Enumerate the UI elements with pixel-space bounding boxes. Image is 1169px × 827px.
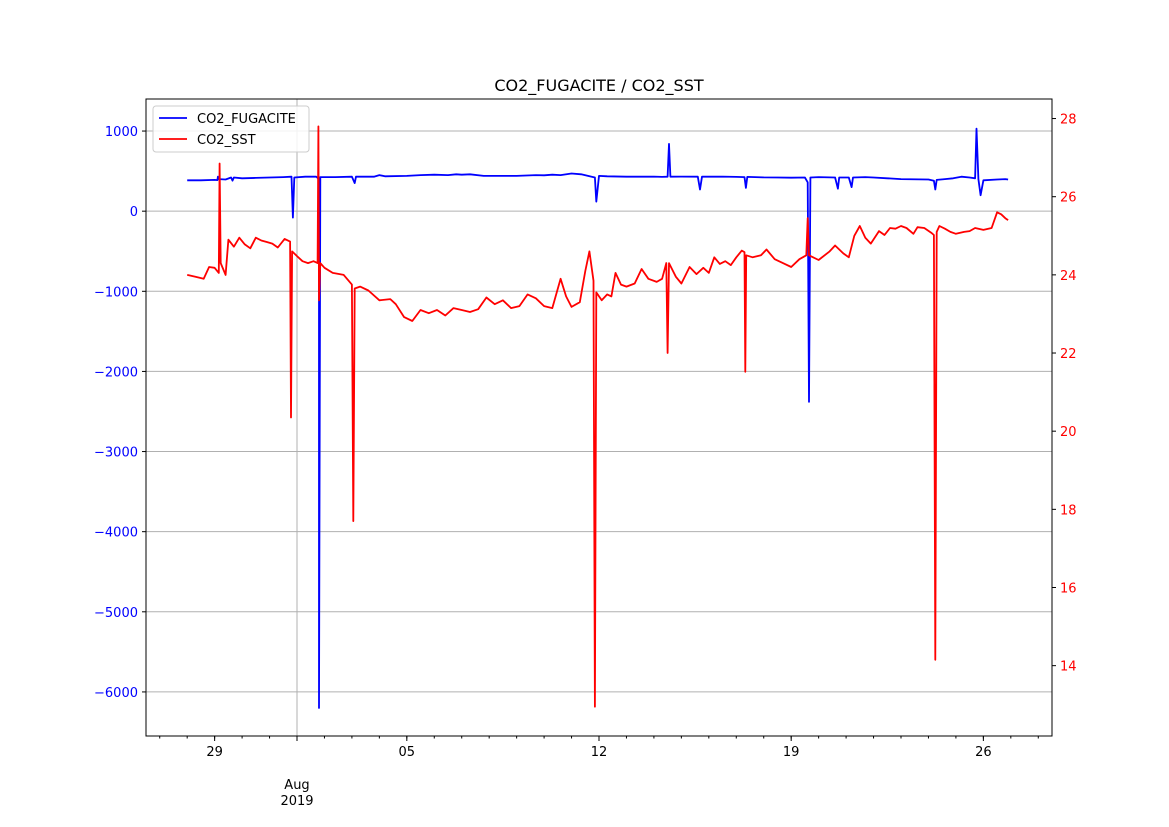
x-tick-label: Aug [284, 778, 309, 793]
x-tick-label: 19 [783, 745, 800, 760]
series-layer [186, 125, 1009, 709]
x-tick-label: 26 [975, 745, 992, 760]
y-left-tick-label: −1000 [94, 285, 138, 300]
x-tick-label: 12 [591, 745, 608, 760]
series-line-co2-sst [186, 125, 1009, 708]
legend-box [152, 105, 310, 153]
legend: CO2_FUGACITE CO2_SST [152, 105, 310, 153]
legend-label: CO2_FUGACITE [197, 112, 296, 127]
x-tick-sublabel: 2019 [280, 794, 313, 809]
y-right-tick-label: 26 [1060, 191, 1077, 206]
y-right-tick-label: 18 [1060, 503, 1077, 518]
y-left-tick-label: −2000 [94, 365, 138, 380]
x-tick-label: 05 [399, 745, 416, 760]
axes: 1000 0 −1000 −2000 −3000 −4000 −5000 −6000 28 26 2… [94, 113, 1077, 809]
chart-title: CO2_FUGACITE / CO2_SST [494, 76, 704, 96]
y-right-tick-label: 20 [1060, 425, 1077, 440]
series-line-co2-fugacite [187, 127, 1009, 709]
x-tick-label: 29 [206, 745, 223, 760]
y-right-tick-label: 14 [1060, 660, 1077, 675]
y-left-tick-label: −5000 [94, 606, 138, 621]
legend-label: CO2_SST [197, 133, 256, 148]
y-right-tick-label: 24 [1060, 269, 1077, 284]
y-left-tick-label: 1000 [105, 125, 138, 140]
plot-frame [145, 98, 1053, 737]
y-left-tick-label: 0 [130, 205, 138, 220]
y-left-tick-label: −4000 [94, 526, 138, 541]
y-right-tick-label: 16 [1060, 581, 1077, 596]
grid-lines [146, 99, 1052, 736]
y-right-tick-label: 28 [1060, 113, 1077, 128]
y-right-tick-label: 22 [1060, 347, 1077, 362]
y-left-tick-label: −6000 [94, 686, 138, 701]
y-left-tick-label: −3000 [94, 446, 138, 461]
